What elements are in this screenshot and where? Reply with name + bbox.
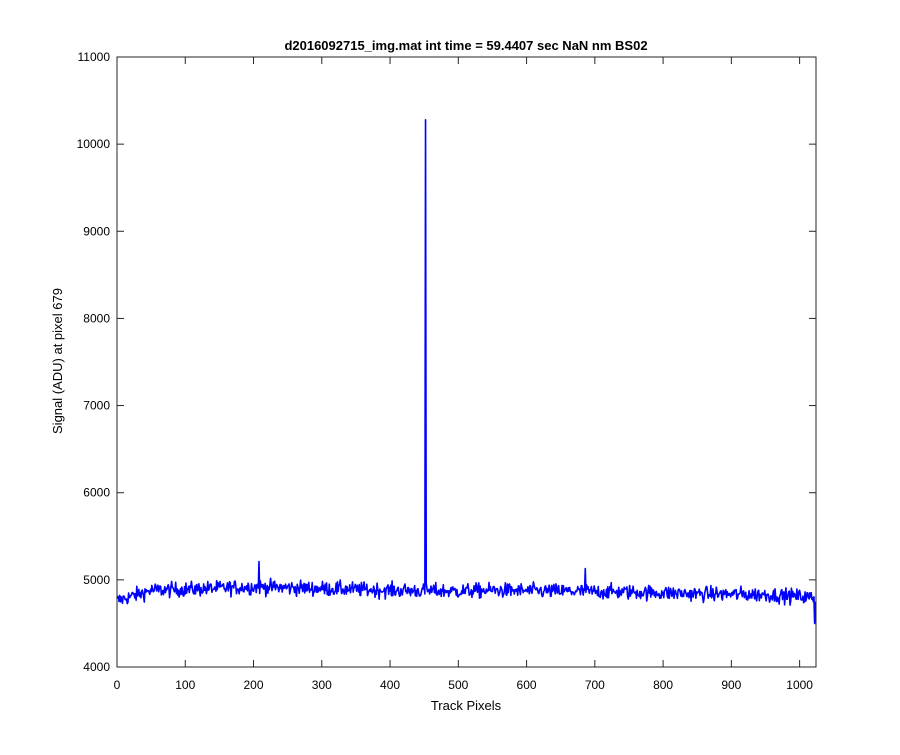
y-tick-label: 7000	[83, 399, 110, 413]
x-tick-label: 500	[448, 678, 468, 692]
x-tick-label: 600	[517, 678, 537, 692]
x-tick-label: 100	[175, 678, 195, 692]
x-tick-label: 800	[653, 678, 673, 692]
x-axis-label: Track Pixels	[431, 698, 502, 713]
y-tick-label: 10000	[77, 137, 111, 151]
y-tick-label: 11000	[78, 50, 111, 64]
plot-area	[116, 118, 817, 625]
chart-title: d2016092715_img.mat int time = 59.4407 s…	[284, 38, 647, 53]
x-tick-label: 700	[585, 678, 605, 692]
series-line	[116, 118, 817, 625]
x-tick-label: 0	[114, 678, 121, 692]
y-axis-label: Signal (ADU) at pixel 679	[50, 288, 65, 434]
y-tick-label: 4000	[83, 660, 110, 674]
y-tick-label: 8000	[83, 311, 110, 325]
y-tick-label: 6000	[83, 486, 110, 500]
x-tick-label: 1000	[786, 678, 813, 692]
x-tick-label: 900	[721, 678, 741, 692]
axes: 0 100 200 300 400 500 600 700 800 900 1000 4000 5000…	[77, 50, 817, 692]
x-tick-label: 300	[312, 678, 332, 692]
y-tick-label: 9000	[83, 224, 110, 238]
x-tick-label: 400	[380, 678, 400, 692]
axes-box	[116, 56, 817, 668]
y-tick-label: 5000	[83, 573, 110, 587]
x-tick-label: 200	[244, 678, 264, 692]
